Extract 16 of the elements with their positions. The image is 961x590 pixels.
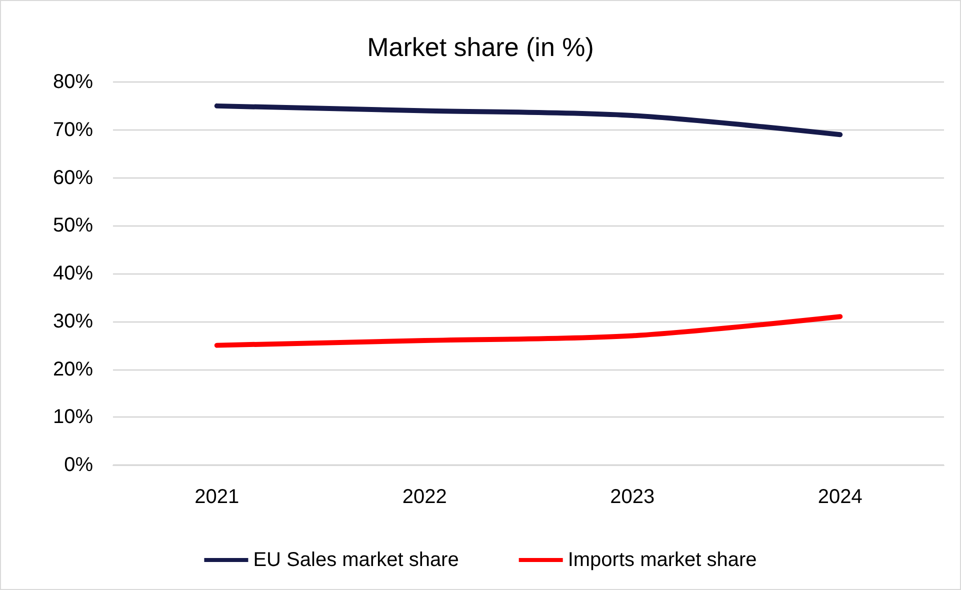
y-tick-label: 80% bbox=[52, 71, 94, 93]
x-tick-label: 2024 bbox=[818, 486, 862, 508]
chart-title: Market share (in %) bbox=[367, 32, 594, 62]
legend-label: EU Sales market share bbox=[253, 549, 459, 571]
legend-label: Imports market share bbox=[568, 549, 757, 571]
x-tick-label: 2021 bbox=[194, 486, 240, 508]
y-tick-label: 10% bbox=[52, 406, 94, 428]
y-tick-label: 0% bbox=[64, 454, 94, 476]
x-tick-label: 2023 bbox=[610, 486, 655, 508]
y-tick-label: 70% bbox=[52, 118, 94, 141]
y-tick-label: 40% bbox=[52, 262, 94, 284]
y-tick-label: 20% bbox=[52, 358, 94, 380]
y-tick-label: 30% bbox=[52, 310, 94, 332]
x-tick-label: 2022 bbox=[402, 486, 447, 508]
y-tick-label: 50% bbox=[52, 214, 94, 237]
y-tick-label: 60% bbox=[52, 166, 94, 189]
